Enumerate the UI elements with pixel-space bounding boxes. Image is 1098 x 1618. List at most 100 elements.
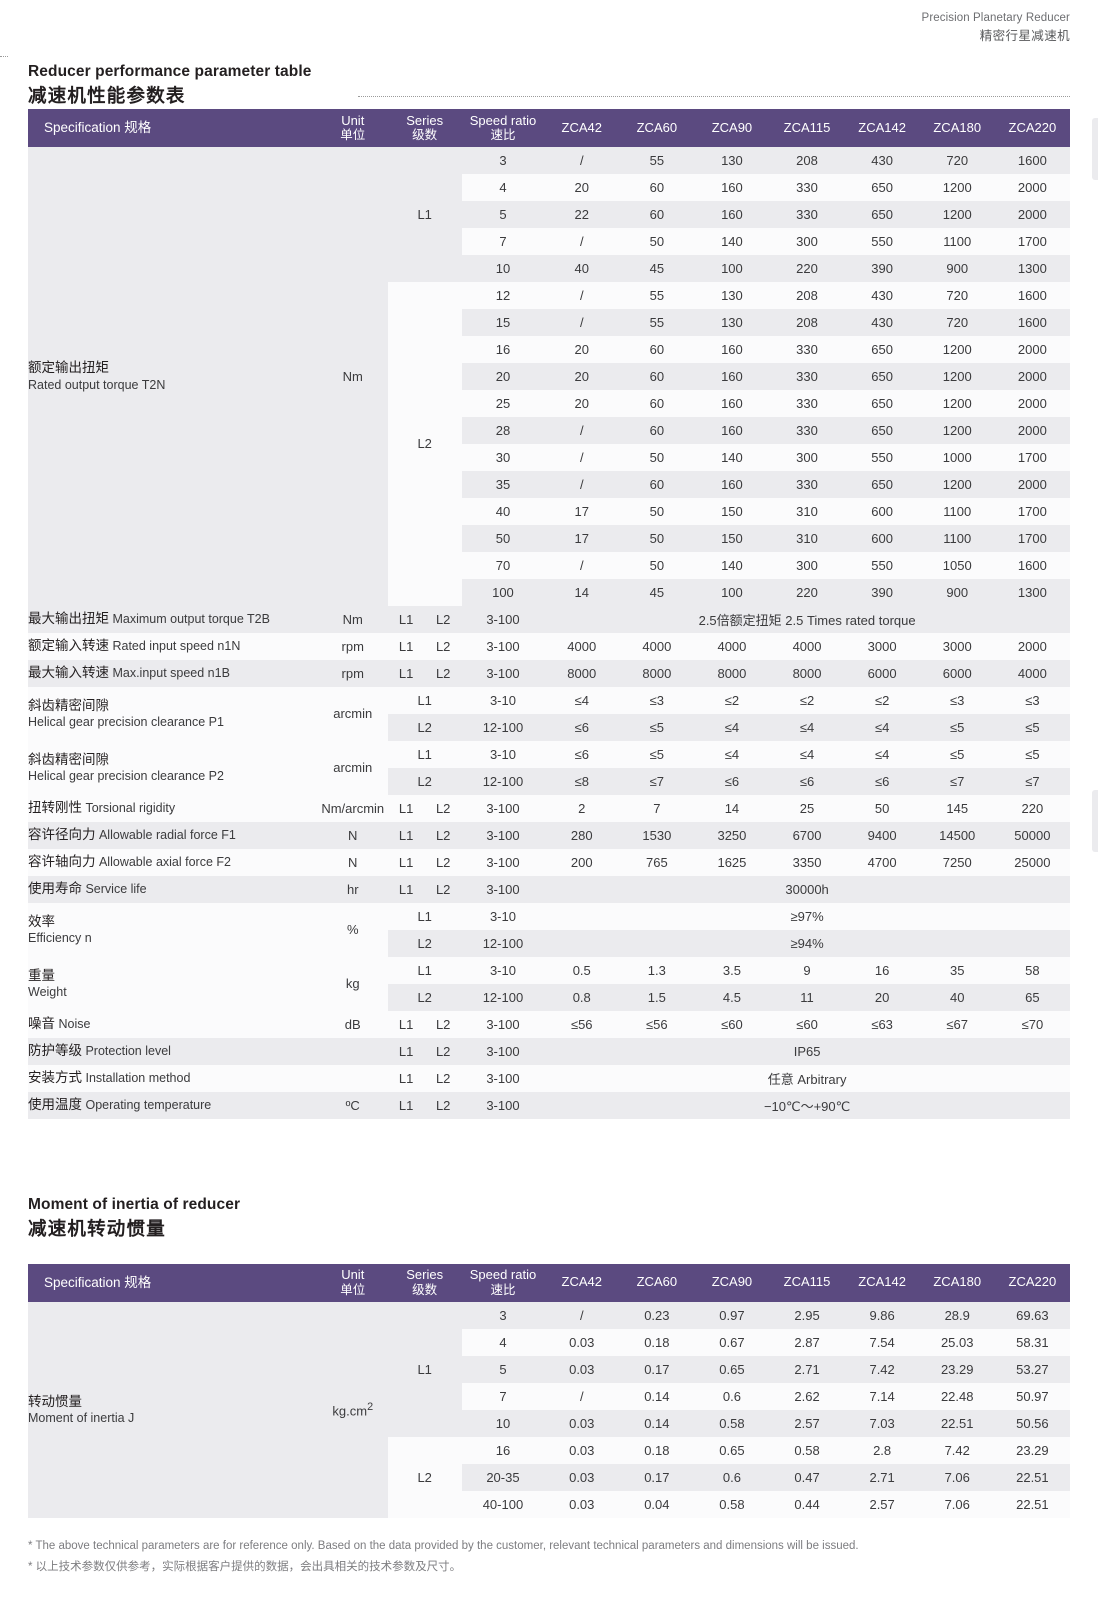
value-cell: 550 — [844, 551, 920, 579]
value-cell: 50 — [619, 497, 695, 525]
speed-ratio-cell: 40 — [461, 497, 545, 525]
row-label-cn: 防护等级 — [28, 1043, 82, 1059]
value-cell: / — [544, 470, 620, 498]
row-label-cn: 额定输出扭矩 — [28, 360, 109, 376]
value-cell: 1000 — [919, 443, 995, 471]
value-cell: ≤2 — [694, 686, 770, 714]
value-cell: 2.95 — [769, 1301, 845, 1329]
row-label-cn: 效率 — [28, 913, 55, 929]
value-cell: 1700 — [994, 443, 1070, 471]
unit-cell: dB — [317, 1010, 388, 1038]
value-cell: 650 — [844, 335, 920, 363]
value-cell: 1700 — [994, 227, 1070, 255]
series-cell-l1: L1 — [387, 659, 425, 687]
value-cell: / — [544, 443, 620, 471]
row-label-cell: 重量 Weight — [28, 956, 318, 1011]
value-cell: 0.5 — [544, 956, 620, 984]
value-cell: 3250 — [694, 821, 770, 849]
value-cell: 4000 — [619, 632, 695, 660]
unit-cell: arcmin — [317, 740, 388, 795]
row-label-cn: 重量 — [28, 967, 55, 983]
series-cell-l2: L2 — [424, 821, 462, 849]
row-label-cn: 转动惯量 — [28, 1393, 82, 1409]
value-cell: 45 — [619, 578, 695, 606]
value-cell: 600 — [844, 524, 920, 552]
value-cell: 0.17 — [619, 1355, 695, 1383]
table2-header-row: Specification 规格 Unit 单位 Series 级数 Speed… — [28, 1263, 1070, 1302]
value-cell: 1200 — [919, 173, 995, 201]
row-label-en: Torsional rigidity — [82, 801, 176, 816]
th2-model-zca180: ZCA180 — [919, 1263, 995, 1302]
value-cell: 2.57 — [844, 1490, 920, 1518]
series-cell-l1: L1 — [387, 794, 425, 822]
row-label-cn: 扭转刚性 — [28, 800, 82, 816]
value-cell: 20 — [844, 983, 920, 1011]
value-cell: 14 — [694, 794, 770, 822]
value-cell: 550 — [844, 443, 920, 471]
torque-row: 10 40 45 100 220 390 900 1300 — [28, 254, 1070, 282]
merged-value-cell: 任意 Arbitrary — [544, 1064, 1070, 1092]
speed-ratio-cell: 12-100 — [461, 767, 545, 795]
torque-row: 5 22 60 160 330 650 1200 2000 — [28, 200, 1070, 228]
value-cell: 9400 — [844, 821, 920, 849]
value-cell: 2000 — [994, 200, 1070, 228]
series-cell-l1: L1 — [387, 146, 462, 282]
row-label-cell: 最大输出扭矩 Maximum output torque T2B — [28, 605, 318, 633]
series-cell-l1: L1 — [387, 821, 425, 849]
value-cell: 50 — [619, 524, 695, 552]
th2-speed-ratio: Speed ratio 速比 — [461, 1263, 545, 1302]
value-cell: ≤56 — [544, 1010, 620, 1038]
value-cell: 25.03 — [919, 1328, 995, 1356]
value-cell: 0.67 — [694, 1328, 770, 1356]
value-cell: 720 — [919, 146, 995, 174]
speed-ratio-cell: 3-100 — [461, 1037, 545, 1065]
th-ratio-en: Speed ratio — [469, 112, 537, 128]
row-label-en: Protection level — [82, 1044, 171, 1059]
series-cell-l1: L1 — [387, 1010, 425, 1038]
value-cell: 650 — [844, 362, 920, 390]
weight-row: 重量 Weight kg L1 3-10 0.5 1.3 3.5 9 16 35 58 — [28, 956, 1070, 1011]
spec-row: 使用寿命 Service life hr L1 L2 3-100 30000h — [28, 875, 1070, 903]
series-cell: L2 — [387, 713, 462, 741]
section2-title-cn: 减速机转动惯量 — [28, 1217, 166, 1239]
th2-series-en: Series — [406, 1267, 444, 1283]
spec-row: 容许径向力 Allowable radial force F1 N L1 L2 3-10… — [28, 821, 1070, 849]
value-cell: 900 — [919, 578, 995, 606]
row-label-en: Helical gear precision clearance P1 — [28, 715, 224, 730]
value-cell: 160 — [694, 470, 770, 498]
value-cell: / — [544, 551, 620, 579]
row-label-en: Efficiency n — [28, 931, 92, 946]
value-cell: 14 — [544, 578, 620, 606]
spec-row: 最大输出扭矩 Maximum output torque T2B Nm L1 L2 3-… — [28, 605, 1070, 633]
value-cell: 220 — [769, 578, 845, 606]
speed-ratio-cell: 3-100 — [461, 605, 545, 633]
value-cell: 0.8 — [544, 983, 620, 1011]
value-cell: 60 — [619, 200, 695, 228]
series-cell-l2: L2 — [424, 1037, 462, 1065]
spec-row: 最大输入转速 Max.input speed n1B rpm L1 L2 3-100 80… — [28, 659, 1070, 687]
efficiency-row: 效率 Efficiency n% L1 3-10 ≥97% — [28, 902, 1070, 957]
speed-ratio-cell: 10 — [461, 254, 545, 282]
series-cell-l2: L2 — [424, 1010, 462, 1038]
value-cell: 330 — [769, 362, 845, 390]
value-cell: 35 — [919, 956, 995, 984]
row-label-cn: 斜齿精密间隙 — [28, 697, 109, 713]
value-cell: 0.6 — [694, 1382, 770, 1410]
series-cell: L1 — [387, 740, 462, 768]
page-header: Precision Planetary Reducer 精密行星减速机 — [28, 0, 1070, 62]
row-label-cell: 效率 Efficiency n — [28, 902, 318, 957]
th-model-zca180: ZCA180 — [919, 108, 995, 147]
value-cell: 7250 — [919, 848, 995, 876]
row-label-en: Installation method — [82, 1071, 191, 1086]
value-cell: 9 — [769, 956, 845, 984]
clearance-p1-row: L2 12-100 ≤6 ≤5 ≤4 ≤4 ≤4 ≤5 ≤5 — [28, 713, 1070, 741]
value-cell: 100 — [694, 254, 770, 282]
th2-unit-cn: 单位 — [340, 1282, 366, 1297]
value-cell: 330 — [769, 416, 845, 444]
value-cell: ≤63 — [844, 1010, 920, 1038]
value-cell: 60 — [619, 470, 695, 498]
value-cell: 22.48 — [919, 1382, 995, 1410]
series-cell-l2: L2 — [424, 632, 462, 660]
value-cell: 1700 — [994, 497, 1070, 525]
moment-of-inertia-table: Specification 规格 Unit 单位 Series 级数 Speed… — [28, 1263, 1070, 1518]
